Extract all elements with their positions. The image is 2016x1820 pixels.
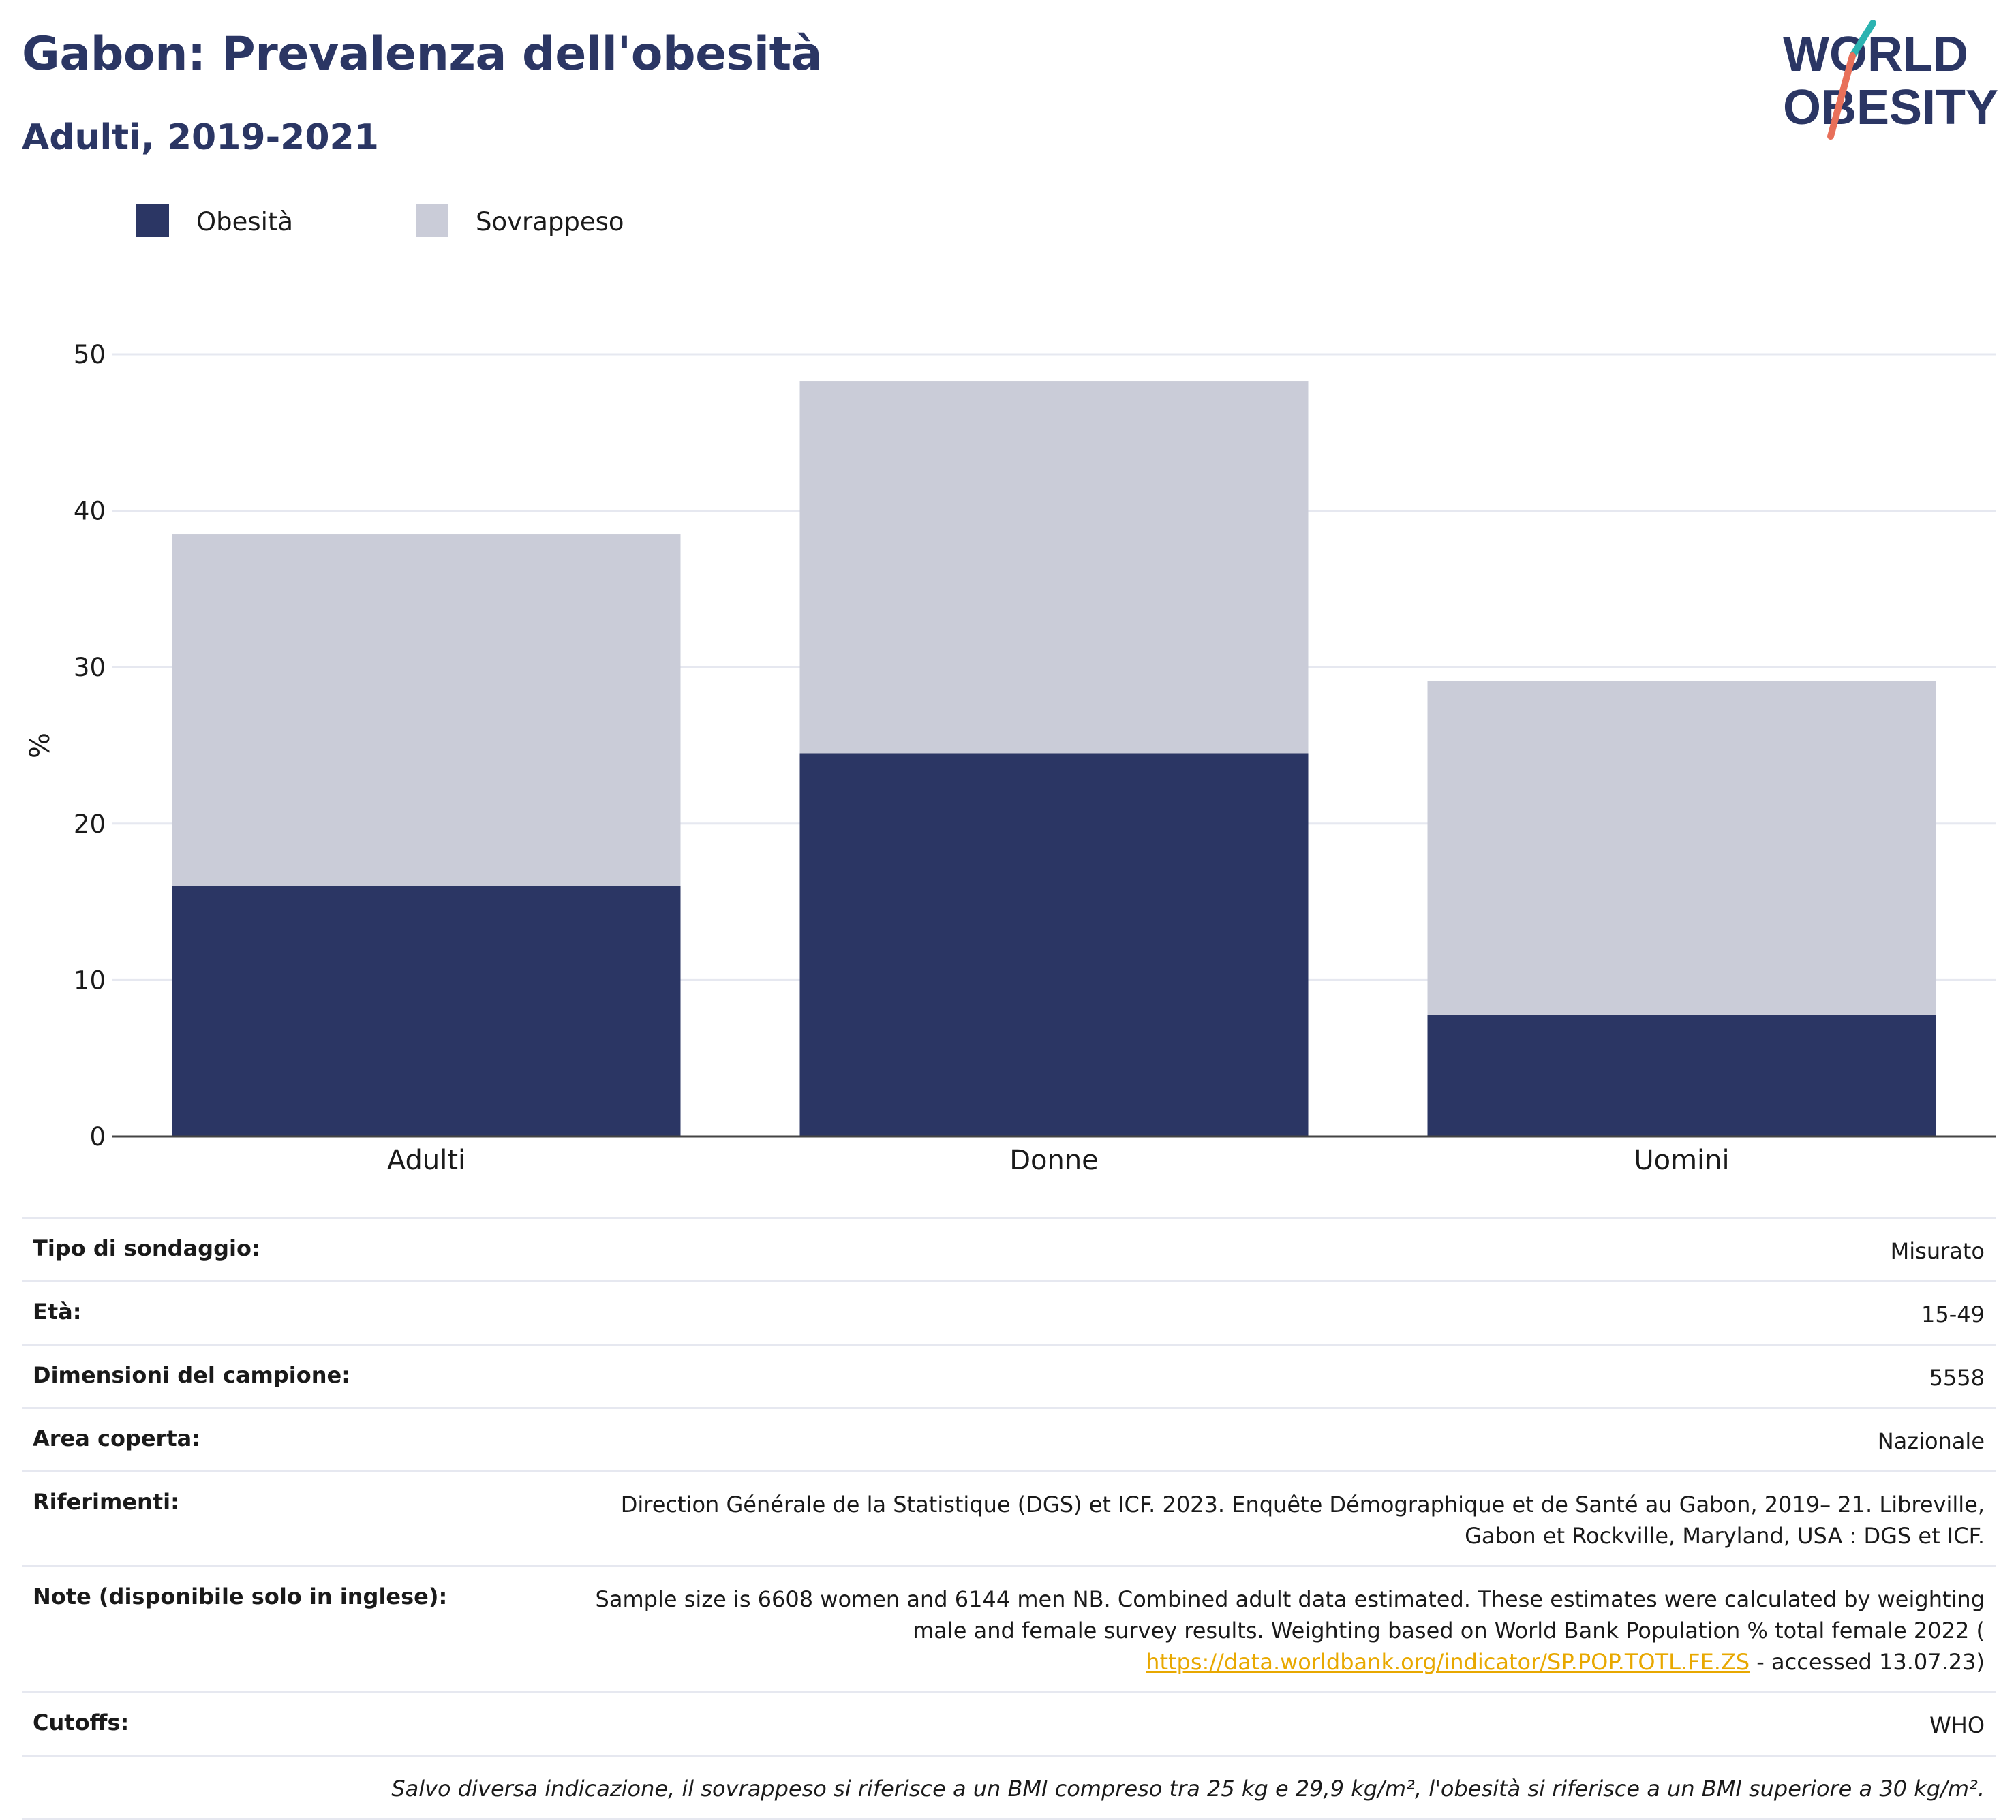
info-key: Area coperta: — [33, 1425, 201, 1451]
logo-line2: OBESITY — [1783, 80, 1998, 135]
info-row-age: Età: 15-49 — [22, 1280, 1996, 1344]
y-tick-label: 30 — [74, 653, 106, 682]
info-value: Nazionale — [1877, 1428, 1985, 1454]
x-tick-label: Adulti — [387, 1145, 465, 1176]
info-key: Dimensioni del campione: — [33, 1362, 351, 1388]
world-obesity-logo: WORLD OBESITY — [1783, 20, 1998, 140]
page-subtitle: Adulti, 2019-2021 — [22, 117, 379, 158]
footnote-text: Salvo diversa indicazione, il sovrappeso… — [391, 1776, 1985, 1802]
y-axis-label: % — [25, 732, 56, 758]
y-tick-label: 0 — [89, 1122, 106, 1152]
info-value: WHO — [1929, 1712, 1985, 1738]
bar-overweight-adulti — [172, 534, 681, 886]
info-key: Cutoffs: — [33, 1710, 129, 1736]
y-tick-label: 10 — [74, 966, 106, 995]
legend-swatch-overweight — [416, 204, 448, 237]
info-key: Riferimenti: — [33, 1489, 179, 1515]
y-tick-label: 20 — [74, 809, 106, 839]
logo-line1: WORLD — [1783, 27, 1968, 82]
legend-swatch-obesity — [136, 204, 169, 237]
logo-slash-coral — [1827, 52, 1856, 140]
bar-obesity-uomini — [1427, 1014, 1936, 1137]
info-key: Note (disponibile solo in inglese): — [33, 1584, 448, 1609]
info-key: Età: — [33, 1299, 82, 1325]
y-tick-label: 40 — [74, 497, 106, 526]
info-row-survey-type: Tipo di sondaggio: Misurato — [22, 1217, 1996, 1280]
info-value: 5558 — [1929, 1365, 1985, 1391]
bar-overweight-uomini — [1427, 681, 1936, 1015]
notes-text: Sample size is 6608 women and 6144 men N… — [595, 1586, 1985, 1644]
bar-obesity-adulti — [172, 886, 681, 1137]
info-row-notes: Note (disponibile solo in inglese): Samp… — [22, 1565, 1996, 1691]
info-row-footnote: Salvo diversa indicazione, il sovrappeso… — [22, 1755, 1996, 1820]
page-title: Gabon: Prevalenza dell'obesità — [22, 27, 822, 81]
info-value: Direction Générale de la Statistique (DG… — [620, 1492, 1985, 1549]
info-value: Sample size is 6608 women and 6144 men N… — [560, 1584, 1985, 1678]
logo-slash-teal — [1849, 20, 1876, 59]
legend-label-obesity: Obesità — [196, 207, 294, 236]
x-tick-label: Uomini — [1634, 1145, 1729, 1176]
info-key: Tipo di sondaggio: — [33, 1235, 260, 1261]
notes-link[interactable]: https://data.worldbank.org/indicator/SP.… — [1146, 1649, 1750, 1675]
bar-obesity-donne — [799, 753, 1309, 1137]
info-value: 15-49 — [1921, 1301, 1985, 1327]
survey-info-table: Tipo di sondaggio: Misurato Età: 15-49 D… — [22, 1217, 1996, 1820]
info-row-sample-size: Dimensioni del campione: 5558 — [22, 1344, 1996, 1407]
info-row-references: Riferimenti: Direction Générale de la St… — [22, 1470, 1996, 1565]
y-tick-label: 50 — [74, 340, 106, 369]
info-row-cutoffs: Cutoffs: WHO — [22, 1691, 1996, 1755]
info-value: Misurato — [1890, 1238, 1985, 1264]
legend-label-overweight: Sovrappeso — [476, 207, 624, 236]
x-tick-label: Donne — [1009, 1145, 1099, 1176]
info-row-area: Area coperta: Nazionale — [22, 1407, 1996, 1470]
bar-overweight-donne — [799, 381, 1309, 754]
stacked-bar-chart: 0 10 20 30 40 50% Adulti Donne Uomini — [25, 340, 1996, 1176]
notes-suffix: - accessed 13.07.23) — [1750, 1649, 1985, 1675]
